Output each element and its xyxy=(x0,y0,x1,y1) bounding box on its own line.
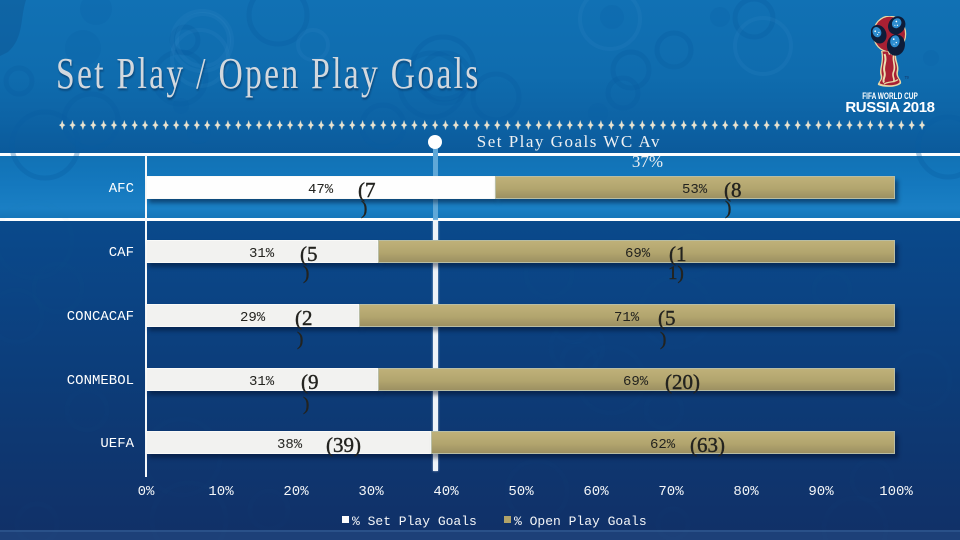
svg-text:TM: TM xyxy=(905,75,910,80)
